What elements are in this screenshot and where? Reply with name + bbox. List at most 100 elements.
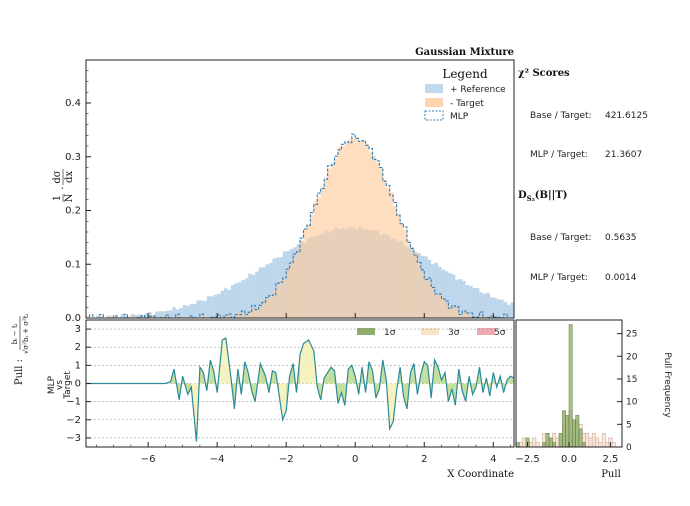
- target-bar: [458, 312, 463, 318]
- pull-ylabel-group: Pull Frequency: [662, 352, 672, 418]
- target-bar: [293, 257, 297, 318]
- reference-bar: [179, 307, 183, 318]
- ratio-fill: [348, 365, 352, 384]
- reference-bar: [434, 262, 439, 318]
- reference-bar: [217, 293, 221, 318]
- target-bar: [355, 136, 359, 318]
- reference-bar: [465, 285, 470, 318]
- pull-ytick-label: 15: [626, 375, 637, 385]
- reference-bar: [482, 293, 487, 318]
- pull-mlp-bar: [581, 442, 586, 448]
- main-ytick-label: 0.3: [65, 152, 81, 163]
- reference-bar: [199, 300, 204, 318]
- target-bar: [386, 187, 390, 318]
- pull-xlabel: Pull: [601, 469, 621, 480]
- svg-text:dσ: dσ: [52, 170, 63, 183]
- ratio-fill: [303, 339, 309, 384]
- target-bar: [410, 250, 414, 318]
- target-bar: [382, 179, 387, 318]
- main-ytick-label: 0.0: [65, 313, 81, 324]
- ratio-fill: [403, 383, 407, 409]
- reference-bar: [106, 315, 111, 318]
- target-bar: [227, 313, 231, 318]
- ratio-ytick-label: −1: [66, 397, 81, 408]
- chi2-mlp-value: 21.3607: [605, 150, 642, 160]
- svg-text:·: ·: [58, 186, 69, 189]
- pull-mlp-bar: [545, 433, 550, 448]
- ratio-ytick-label: −2: [66, 415, 81, 426]
- reference-bar: [458, 279, 463, 318]
- ratio-panel: [86, 328, 515, 442]
- reference-bar: [258, 267, 263, 318]
- target-bar: [420, 271, 425, 318]
- target-bar: [265, 299, 269, 318]
- mlp-step-line: [86, 133, 514, 319]
- target-bar: [303, 229, 307, 318]
- target-bar: [286, 268, 290, 318]
- reference-bar: [469, 285, 473, 318]
- ratio-line: [86, 337, 515, 442]
- pull-ylabel: Pull Frequency: [662, 352, 672, 418]
- reference-bar: [155, 311, 159, 318]
- target-bar: [313, 201, 318, 318]
- svg-text:Target: Target: [63, 371, 73, 400]
- target-bar: [282, 279, 287, 318]
- target-bar: [203, 315, 207, 318]
- reference-bar: [248, 273, 252, 318]
- reference-bar: [189, 304, 193, 318]
- plot-marks: 0.0 0.1 0.2 0.3 0.4 −3 −2 −1 0 1 2 3 −6 −4 −2 0 2 4 −2.5 0.…: [65, 59, 638, 465]
- target-bar: [448, 304, 452, 318]
- ratio-xtick-label: 2: [421, 454, 427, 465]
- reference-bar: [448, 273, 452, 318]
- ratio-fill: [331, 367, 335, 384]
- target-bar: [258, 307, 263, 318]
- reference-bar: [438, 266, 442, 318]
- legend-swatch-reference: [425, 84, 443, 93]
- chi2-mlp-label: MLP / Target:: [530, 150, 588, 160]
- pull-ref-bar: [598, 442, 603, 448]
- reference-bar: [120, 314, 124, 318]
- reference-bar: [500, 299, 504, 318]
- target-bar: [175, 316, 180, 318]
- ds-mlp-label: MLP / Target:: [530, 273, 588, 283]
- reference-bar: [220, 290, 225, 318]
- target-bar: [248, 311, 252, 318]
- reference-bar: [507, 304, 511, 318]
- target-bar: [455, 307, 459, 318]
- pull-xtick-label: 0.0: [561, 454, 577, 465]
- chi2-panel: χ² Scores Base / Target: 421.6125 MLP / …: [518, 68, 648, 160]
- target-bar: [320, 186, 325, 318]
- reference-bar: [137, 314, 142, 318]
- target-bar: [275, 286, 280, 318]
- ratio-xtick-label: −6: [141, 454, 156, 465]
- reference-bar: [476, 288, 480, 318]
- pull-mlp-bar: [552, 442, 557, 448]
- target-bar: [396, 213, 401, 318]
- target-bar: [272, 291, 276, 318]
- target-bar: [393, 205, 397, 318]
- target-bar: [451, 307, 456, 318]
- legend-label-target: - Target: [450, 99, 484, 109]
- ds-heading: DS₂(B||T): [518, 190, 567, 203]
- target-bar: [424, 275, 428, 318]
- target-bar: [465, 310, 470, 318]
- reference-bar: [234, 283, 238, 318]
- ratio-xtick-label: −4: [210, 454, 225, 465]
- target-bar: [300, 240, 304, 318]
- pull-ref-bar: [528, 442, 533, 448]
- target-bar: [161, 315, 166, 318]
- ratio-fill: [337, 383, 342, 404]
- target-bar: [403, 230, 407, 318]
- reference-bar: [237, 282, 242, 318]
- target-bar: [220, 316, 225, 318]
- ratio-fill: [410, 363, 414, 384]
- pull-ref-bar: [585, 433, 590, 448]
- target-bar: [334, 158, 338, 318]
- reference-bar: [141, 315, 145, 318]
- reference-bar: [206, 296, 211, 318]
- target-bar: [268, 296, 273, 318]
- main-ytick-label: 0.1: [65, 259, 81, 270]
- target-bar: [438, 294, 442, 318]
- target-bar: [86, 315, 90, 318]
